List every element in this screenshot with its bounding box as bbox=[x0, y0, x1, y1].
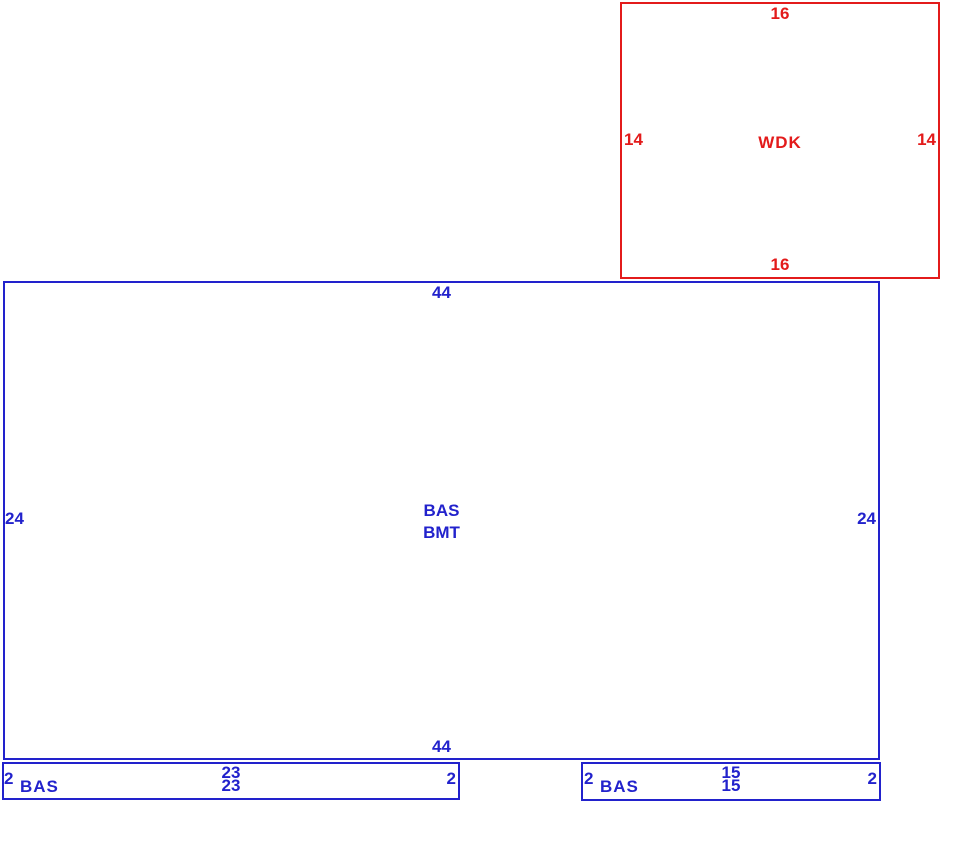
wdk-dim-bottom: 16 bbox=[770, 255, 790, 274]
ext-left-dim-mid-upper: 23 bbox=[221, 763, 241, 782]
main-dim-top: 44 bbox=[432, 283, 451, 302]
wdk-dim-right: 14 bbox=[917, 130, 936, 149]
main-dim-right: 24 bbox=[857, 509, 876, 528]
main-dim-left: 24 bbox=[5, 509, 24, 528]
ext-right-dim-left: 2 bbox=[584, 769, 594, 788]
ext-left-dim-right: 2 bbox=[446, 769, 456, 788]
ext-right-dim-mid-upper: 15 bbox=[721, 763, 741, 782]
main-area-label-line1: BAS bbox=[423, 501, 460, 520]
wdk-area-label: WDK bbox=[758, 133, 802, 152]
ext-right-dim-mid-lower: 15 bbox=[721, 776, 741, 795]
main-area-label-line2: BMT bbox=[423, 523, 460, 542]
ext-right-area-label: BAS bbox=[600, 777, 639, 796]
area-main-outline: 44 24 BAS BMT 24 44 bbox=[3, 281, 880, 760]
wdk-dim-top: 16 bbox=[770, 4, 790, 23]
ext-left-dim-mid-lower: 23 bbox=[221, 776, 241, 795]
ext-left-area-label: BAS bbox=[20, 777, 59, 796]
ext-right-dim-right: 2 bbox=[867, 769, 877, 788]
area-wdk-outline: 16 14 WDK 14 16 bbox=[620, 2, 940, 279]
area-ext-left-outline: 2 BAS 23 23 2 bbox=[2, 762, 460, 800]
main-dim-bottom: 44 bbox=[432, 737, 451, 756]
wdk-dim-left: 14 bbox=[624, 130, 643, 149]
main-area-label: BAS BMT bbox=[5, 500, 878, 544]
ext-left-dim-left: 2 bbox=[4, 769, 14, 788]
area-ext-right-outline: 2 BAS 15 15 2 bbox=[581, 762, 881, 801]
